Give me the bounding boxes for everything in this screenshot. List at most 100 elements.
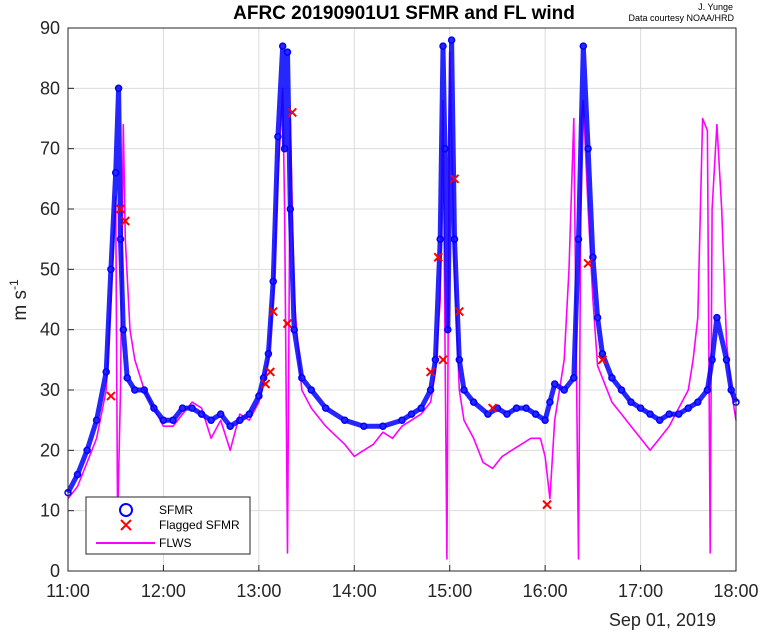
flagged-point: [583, 258, 593, 269]
sfmr-point: [255, 392, 263, 400]
x-tick-label: 18:00: [713, 581, 758, 601]
flagged-point: [425, 367, 436, 377]
x-tick-label: 16:00: [523, 581, 568, 601]
x-tick-label: 15:00: [427, 581, 472, 601]
flagged-point: [268, 306, 278, 317]
sfmr-point: [286, 205, 295, 213]
x-tick-label: 13:00: [236, 581, 281, 601]
sfmr-point: [560, 386, 568, 394]
flagged-point: [449, 174, 460, 184]
sfmr-point: [546, 398, 554, 406]
sfmr-point: [684, 404, 693, 412]
sfmr-point: [92, 416, 101, 424]
sfmr-point: [119, 325, 128, 334]
sfmr-point: [484, 410, 492, 418]
flagged-point: [542, 499, 552, 510]
flagged-point: [487, 403, 498, 413]
sfmr-point: [703, 386, 712, 394]
y-tick-label: 20: [40, 440, 60, 460]
sfmr-point: [436, 235, 444, 243]
sfmr-point: [188, 404, 196, 412]
sfmr-point: [269, 277, 277, 286]
flagged-point: [287, 107, 297, 118]
y-tick-label: 40: [40, 320, 60, 340]
sfmr-point: [727, 386, 735, 394]
sfmr-point: [264, 350, 273, 358]
flagged-point: [597, 355, 608, 365]
sfmr-point: [290, 325, 298, 334]
sfmr-point: [216, 410, 225, 418]
sfmr-point: [111, 169, 120, 177]
y-tick-label: 70: [40, 139, 60, 159]
y-tick-label: 80: [40, 78, 60, 98]
sfmr-point: [593, 313, 602, 322]
sfmr-point: [493, 404, 502, 412]
sfmr-point: [636, 404, 645, 412]
sfmr-point: [283, 48, 292, 56]
sfmr-point: [150, 404, 158, 412]
sfmr-point: [608, 374, 616, 382]
sfmr-point: [579, 42, 588, 50]
legend-sfmr-marker: [119, 503, 133, 517]
legend-flagged-marker: [120, 519, 132, 531]
flagged-point: [454, 306, 464, 317]
sfmr-point: [426, 386, 435, 394]
sfmr-point: [107, 265, 115, 274]
y-axis-ticks: 0 10 20 30 40 50 60 70 80 90: [40, 18, 74, 581]
sfmr-point: [522, 404, 530, 412]
sfmr-point: [307, 386, 316, 394]
chart-title: AFRC 20190901U1 SFMR and FL wind: [233, 3, 575, 24]
sfmr-point: [674, 410, 683, 418]
flagged-sfmr-series: [106, 107, 608, 510]
sfmr-point: [159, 416, 168, 424]
sfmr-point: [550, 380, 559, 388]
y-tick-label: 30: [40, 380, 60, 400]
x-axis-ticks: 11:00 12:00 13:00 14:00 15:00 16:00 17:00 18:00: [46, 565, 759, 601]
sfmr-point: [197, 410, 206, 418]
flagged-point: [260, 379, 271, 389]
sfmr-point: [444, 325, 452, 334]
sfmr-point: [274, 132, 282, 141]
sfmr-series: [64, 36, 740, 497]
legend-flagged-label: Flagged SFMR: [159, 518, 240, 532]
flagged-point: [115, 204, 126, 214]
sfmr-point: [226, 422, 234, 430]
legend-sfmr-label: SFMR: [159, 503, 193, 517]
credit-author: J. Yunge: [698, 2, 733, 12]
legend: SFMR Flagged SFMR FLWS: [85, 496, 251, 555]
sfmr-point: [598, 350, 607, 358]
sfmr-point: [131, 386, 139, 394]
x-tick-label: 11:00: [46, 581, 90, 601]
flagged-point: [433, 252, 443, 262]
sfmr-point: [379, 422, 387, 430]
sfmr-point: [512, 404, 521, 412]
y-axis-label-exponent: -1: [7, 279, 21, 290]
legend-box: [85, 496, 251, 555]
x-tick-label: 14:00: [332, 581, 377, 601]
y-tick-label: 0: [50, 561, 60, 581]
sfmr-point: [140, 386, 149, 394]
y-tick-label: 10: [40, 501, 60, 521]
sfmr-point: [360, 422, 368, 430]
sfmr-point: [531, 410, 540, 418]
credit-source: Data courtesy NOAA/HRD: [628, 13, 734, 23]
sfmr-point: [665, 410, 673, 418]
sfmr-point: [73, 470, 82, 479]
x-tick-label: 17:00: [618, 581, 663, 601]
sfmr-point: [589, 253, 597, 262]
sfmr-point: [169, 416, 177, 424]
sfmr-point: [450, 235, 459, 243]
y-axis-label-unit: m s: [10, 290, 31, 321]
legend-flws-label: FLWS: [159, 536, 191, 550]
sfmr-point: [439, 42, 447, 50]
sfmr-point: [417, 404, 425, 412]
flagged-point: [265, 367, 276, 377]
sfmr-point: [298, 374, 306, 382]
plot-area: [68, 28, 736, 571]
sfmr-point: [617, 386, 626, 394]
sfmr-point: [708, 356, 716, 364]
y-axis-label: m s-1: [7, 279, 31, 321]
sfmr-point: [83, 446, 91, 455]
sfmr-point: [447, 36, 456, 44]
sfmr-point: [460, 386, 468, 394]
